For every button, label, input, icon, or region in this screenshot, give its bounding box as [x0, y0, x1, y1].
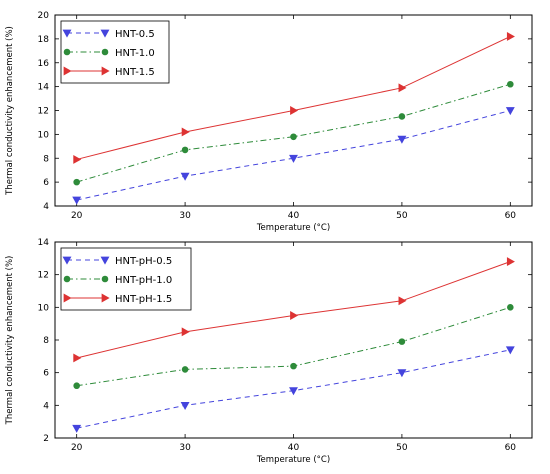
- x-tick-label: 20: [71, 443, 83, 453]
- data-point: [180, 401, 190, 410]
- data-point: [397, 135, 407, 144]
- y-tick-label: 16: [38, 59, 50, 69]
- y-axis-label: Thermal conductivity enhancement (%): [5, 26, 15, 196]
- data-point: [181, 127, 190, 137]
- legend-marker: [63, 275, 71, 283]
- data-point: [505, 107, 515, 116]
- y-tick-label: 18: [38, 35, 50, 45]
- data-point: [289, 154, 298, 163]
- chart-panel-1: 20 30 40 50 60 4 6 8 10 12 14 16 18 20 Temperature (°C…: [5, 11, 533, 233]
- y-tick-label: 10: [38, 130, 50, 140]
- legend-marker: [100, 256, 110, 265]
- legend-marker: [101, 66, 110, 76]
- legend-marker: [101, 275, 109, 283]
- data-point: [505, 346, 515, 355]
- data-point: [289, 387, 298, 396]
- legend-box: [60, 20, 170, 84]
- data-point: [72, 196, 82, 205]
- data-point: [506, 257, 515, 267]
- data-point: [73, 178, 80, 186]
- data-point: [181, 327, 190, 337]
- y-tick-label: 8: [43, 336, 49, 346]
- legend-marker: [62, 29, 72, 38]
- data-point: [398, 113, 406, 120]
- x-tick-label: 20: [71, 211, 83, 221]
- legend-marker: [101, 48, 109, 56]
- x-tick-label: 30: [179, 211, 191, 221]
- data-point: [290, 133, 297, 141]
- legend-entry-label: HNT-1.0: [115, 48, 155, 59]
- y-tick-label: 12: [38, 271, 49, 281]
- x-tick-label: 60: [505, 443, 517, 453]
- legend-entry-label: HNT-1.5: [115, 67, 155, 78]
- y-tick-label: 4: [43, 401, 49, 411]
- y-tick-label: 20: [38, 11, 50, 21]
- series-line-2: [76, 83, 511, 183]
- data-point: [72, 424, 82, 433]
- x-axis-label: Temperature (°C): [256, 455, 330, 465]
- y-axis-label: Thermal conductivity enhancement (%): [5, 256, 15, 426]
- series-line-2: [76, 306, 511, 387]
- x-tick-label: 50: [396, 443, 408, 453]
- x-tick-label: 60: [505, 211, 517, 221]
- x-tick-label: 40: [288, 211, 300, 221]
- legend-entry-label: HNT-pH-1.5: [115, 294, 172, 305]
- legend-marker: [63, 66, 72, 76]
- data-point: [290, 362, 297, 370]
- y-tick-label: 2: [43, 434, 49, 444]
- data-point: [398, 296, 407, 306]
- legend-marker: [100, 29, 110, 38]
- data-point: [290, 311, 299, 320]
- y-tick-label: 14: [38, 83, 50, 93]
- data-point: [180, 172, 190, 181]
- data-point: [506, 32, 515, 41]
- y-tick-label: 6: [43, 178, 49, 188]
- legend-marker: [62, 256, 72, 265]
- legend-entry-label: HNT-pH-1.0: [115, 275, 172, 286]
- x-axis-label: Temperature (°C): [256, 223, 330, 233]
- data-point: [397, 369, 407, 378]
- legend-marker: [63, 48, 71, 56]
- legend-entry-label: HNT-pH-0.5: [115, 256, 172, 267]
- data-point: [73, 353, 82, 363]
- x-tick-label: 40: [288, 443, 300, 453]
- y-tick-label: 12: [38, 107, 49, 117]
- legend-marker: [101, 293, 110, 303]
- legend-marker: [63, 293, 72, 303]
- data-point: [181, 366, 189, 373]
- y-tick-label: 14: [38, 238, 50, 248]
- data-point: [73, 154, 82, 164]
- data-point: [398, 338, 406, 345]
- data-point: [507, 80, 514, 88]
- y-tick-label: 10: [38, 303, 50, 313]
- data-point: [507, 304, 514, 311]
- data-point: [398, 83, 407, 93]
- data-point: [181, 146, 189, 154]
- chart-panel-2: 20 30 40 50 60 2 4 6 8 10 12 14 Temperature (°C) Ther…: [5, 238, 533, 465]
- data-point: [73, 382, 80, 390]
- x-tick-label: 50: [396, 211, 408, 221]
- legend-entry-label: HNT-0.5: [115, 29, 155, 40]
- y-tick-label: 4: [43, 202, 49, 212]
- data-point: [290, 106, 299, 115]
- y-tick-label: 8: [43, 154, 49, 164]
- x-tick-label: 30: [179, 443, 191, 453]
- y-tick-label: 6: [43, 369, 49, 379]
